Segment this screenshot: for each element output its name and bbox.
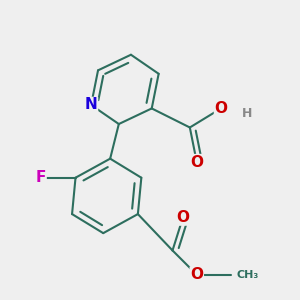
- Text: N: N: [85, 98, 98, 112]
- Text: O: O: [214, 101, 227, 116]
- Text: O: O: [190, 154, 203, 169]
- Text: H: H: [242, 107, 252, 120]
- Text: F: F: [36, 170, 46, 185]
- Text: O: O: [190, 267, 203, 282]
- Text: O: O: [176, 210, 189, 225]
- Text: CH₃: CH₃: [237, 270, 259, 280]
